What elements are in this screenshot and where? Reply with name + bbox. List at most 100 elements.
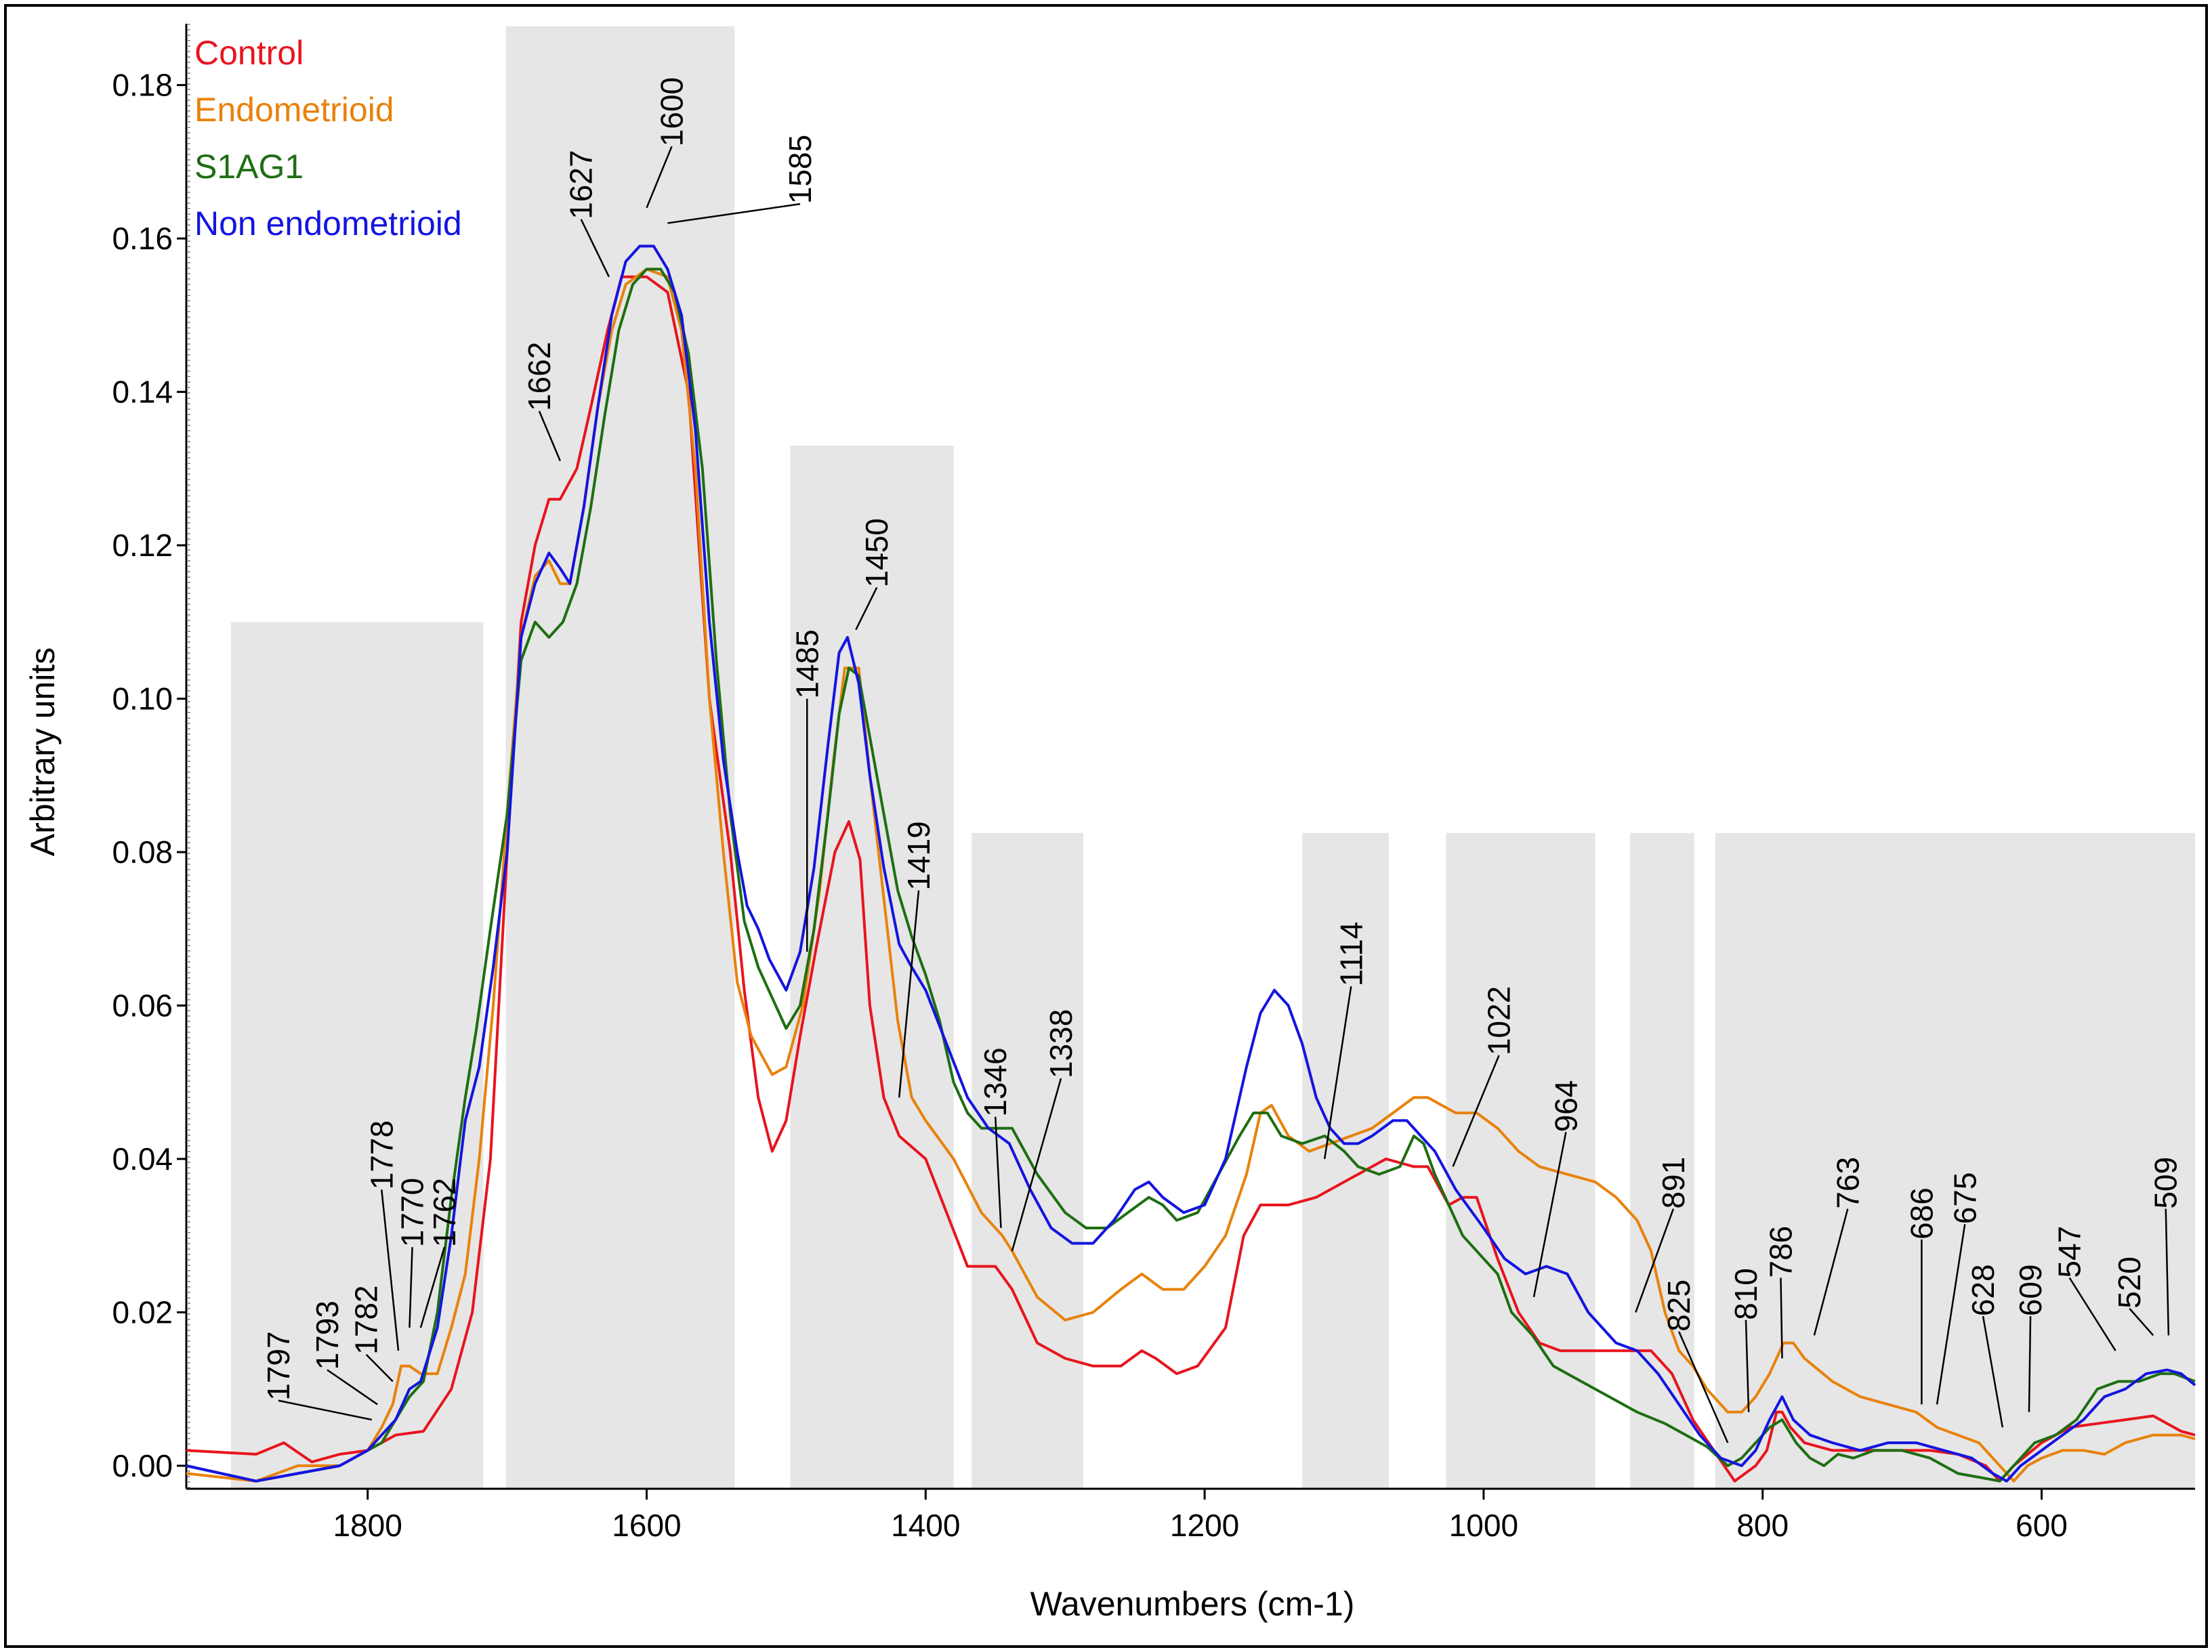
peak-annotation: 810 <box>1728 1268 1764 1412</box>
peak-leader <box>2165 1208 2170 1336</box>
peak-leader <box>855 587 878 631</box>
peak-label: 686 <box>1904 1187 1939 1240</box>
peak-annotation: 1600 <box>646 77 690 209</box>
peak-annotation: 547 <box>2052 1226 2116 1351</box>
peak-leader <box>898 890 920 1098</box>
legend: Control Endometrioid S1AG1 Non endometrioid <box>194 34 462 242</box>
peak-label: 628 <box>1965 1264 2001 1316</box>
shaded-region-1 <box>230 622 484 1489</box>
shaded-region-3 <box>790 445 954 1489</box>
peak-leader <box>2129 1308 2154 1336</box>
peak-annotation: 1450 <box>855 518 894 631</box>
peak-leader <box>538 410 561 461</box>
peak-label: 1762 <box>427 1178 462 1247</box>
peak-label: 675 <box>1947 1172 1982 1225</box>
peak-annotation: 1662 <box>522 342 561 461</box>
y-tick-label: 0.00 <box>112 1448 173 1483</box>
series-line-endometrioid <box>186 268 2196 1483</box>
y-tick-label: 0.12 <box>112 528 173 563</box>
peak-leader <box>580 219 610 278</box>
peak-leader <box>994 1116 1002 1229</box>
peak-label: 609 <box>2013 1264 2048 1316</box>
peak-label: 1419 <box>901 821 936 890</box>
peak-leader <box>1745 1319 1750 1412</box>
peak-annotation: 763 <box>1813 1157 1865 1336</box>
y-tick-label: 0.18 <box>112 68 173 103</box>
legend-item: S1AG1 <box>194 148 304 186</box>
peak-annotation: 786 <box>1763 1226 1798 1359</box>
peak-leader <box>1011 1078 1062 1252</box>
peak-annotation: 675 <box>1936 1172 1982 1405</box>
peak-leader <box>1532 1132 1567 1298</box>
peak-label: 1770 <box>395 1178 430 1247</box>
peak-label: 810 <box>1728 1268 1764 1320</box>
x-tick-label: 1600 <box>612 1508 681 1543</box>
peak-annotation: 1793 <box>310 1300 378 1405</box>
peak-label: 1585 <box>782 135 818 204</box>
peak-annotation: 891 <box>1635 1157 1691 1313</box>
peak-leader <box>646 146 673 209</box>
series-line-non-endometrioid <box>186 245 2196 1483</box>
peak-annotation: 1338 <box>1011 1009 1079 1252</box>
x-axis-title: Wavenumbers (cm-1) <box>1030 1585 1355 1623</box>
legend-item: Control <box>194 34 304 72</box>
peak-annotation: 1585 <box>667 135 818 224</box>
y-tick-label: 0.02 <box>112 1295 173 1330</box>
shaded-regions <box>230 26 2195 1489</box>
axes: 0.00 0.02 0.04 0.06 0.08 0.10 0.12 0.14 0.16 0.18… <box>112 24 2195 1543</box>
peak-annotation: 609 <box>2013 1264 2048 1412</box>
peak-leader <box>667 203 801 224</box>
y-tick-label: 0.10 <box>112 681 173 717</box>
peak-leader <box>1982 1315 2004 1428</box>
peak-leader <box>1452 1055 1500 1167</box>
peak-label: 547 <box>2052 1226 2087 1278</box>
peak-annotation: 1346 <box>978 1047 1013 1229</box>
shaded-region-6 <box>1446 832 1595 1489</box>
peak-leader <box>1323 986 1352 1160</box>
y-tick-label: 0.06 <box>112 988 173 1023</box>
x-tick-label: 1400 <box>891 1508 960 1543</box>
series-line-control <box>186 275 2196 1483</box>
peak-label: 964 <box>1548 1080 1583 1132</box>
peak-label: 1338 <box>1043 1009 1079 1078</box>
y-axis-title: Arbitrary units <box>24 648 62 856</box>
series-line-s1ag1 <box>186 268 2196 1483</box>
peak-leader <box>381 1189 400 1351</box>
peak-annotation: 1419 <box>898 821 936 1098</box>
peak-label: 1022 <box>1482 986 1517 1055</box>
peak-annotation: 1762 <box>419 1178 462 1328</box>
peak-label: 1346 <box>978 1047 1013 1116</box>
peak-label: 786 <box>1763 1226 1798 1278</box>
peak-annotation: 1778 <box>364 1120 400 1351</box>
peak-leader <box>409 1247 413 1328</box>
peak-leader <box>327 1369 378 1405</box>
peak-label: 891 <box>1656 1157 1691 1209</box>
peak-label: 1485 <box>789 629 825 698</box>
peak-annotation: 1114 <box>1323 922 1369 1160</box>
peak-label: 1797 <box>261 1331 296 1400</box>
peak-label: 1778 <box>364 1120 399 1189</box>
peak-annotation: 520 <box>2112 1256 2154 1336</box>
peak-leader <box>1813 1208 1849 1336</box>
peak-leader <box>1936 1224 1966 1405</box>
x-tick-label: 600 <box>2016 1508 2068 1543</box>
peak-leader <box>419 1246 446 1328</box>
peak-label: 1793 <box>310 1300 345 1370</box>
peak-label: 1782 <box>349 1285 384 1354</box>
peak-label: 763 <box>1830 1157 1865 1209</box>
peak-annotation: 1627 <box>564 150 610 278</box>
shaded-region-5 <box>1302 832 1389 1489</box>
peak-annotation: 686 <box>1904 1187 1939 1405</box>
peak-leader <box>2068 1277 2116 1351</box>
shaded-region-4 <box>972 832 1083 1489</box>
peak-annotation: 628 <box>1965 1264 2004 1428</box>
peak-leader <box>1635 1208 1675 1313</box>
series-lines <box>186 245 2196 1483</box>
peak-annotation: 1485 <box>789 629 825 952</box>
peak-leader <box>2028 1316 2032 1412</box>
peak-annotation: 825 <box>1661 1279 1729 1443</box>
y-tick-label: 0.08 <box>112 834 173 870</box>
peak-leader <box>1678 1331 1729 1443</box>
peak-label: 825 <box>1661 1279 1696 1332</box>
